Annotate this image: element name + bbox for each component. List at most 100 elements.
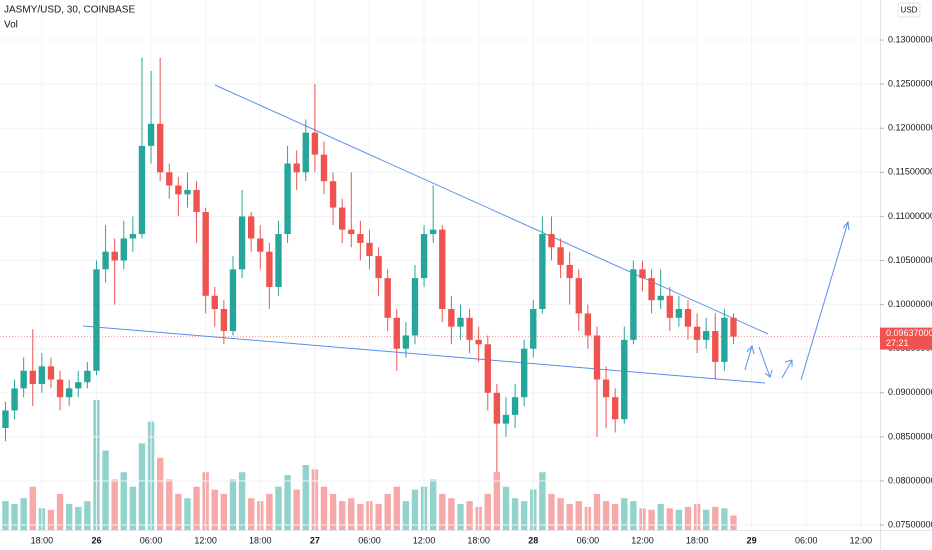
candle-body [420,234,428,279]
candle-body [84,370,91,383]
volume-bar [511,498,519,530]
last-price-label: 0.09637000 [886,328,932,338]
candle-body [47,366,55,380]
x-tick-label: 12:00 [194,535,217,545]
arrow [758,346,771,378]
trendline-lower [82,325,766,384]
x-tick-label: 27 [310,535,320,545]
candle-body [302,132,309,173]
volume-bar [193,486,200,530]
candle-body [593,335,601,380]
volume-bar [293,489,300,530]
candle-body [357,234,364,243]
y-tick-label: 0.08500000 [888,431,932,441]
volume-bar [648,509,655,530]
candle-body [429,229,437,235]
x-tick-label: 26 [91,535,101,545]
candle-body [557,247,564,265]
candle-body [29,370,36,384]
volume-bar [457,504,464,530]
volume-bar [712,506,719,530]
volume-bar [448,498,455,530]
arrow-head [842,220,850,231]
candle-body [666,295,673,318]
volume-bar [730,515,737,530]
volume-bar [375,504,382,530]
volume-bar [439,493,446,530]
x-tick-label: 06:00 [358,535,381,545]
volume-bar [493,472,501,530]
candle-body [675,309,683,318]
candle-body [102,251,109,270]
volume-bar [702,509,710,530]
candle-body [11,388,18,411]
candle-body [530,309,537,349]
x-tick-label: 18:00 [249,535,272,545]
volume-bar [320,486,328,530]
candle-body [411,278,419,336]
trendline-upper [214,84,769,335]
candle-body [366,242,373,257]
volume-bar [566,504,573,530]
candle-body [293,163,300,173]
y-tick-label: 0.11000000 [888,211,932,221]
candle-body [602,379,610,398]
x-tick-label: 12:00 [850,535,873,545]
volume-bar [20,498,27,530]
drawings [82,84,850,384]
candle-body [475,339,482,345]
candle-body [584,313,592,336]
arrow-head [784,359,793,367]
candle-body [539,234,546,310]
currency-box[interactable] [897,2,921,18]
candle-body [311,132,319,155]
candle-body [166,172,173,186]
candle-body [20,370,27,389]
candle-body [520,348,528,398]
candle-body [721,317,728,362]
candle-body [384,278,391,318]
symbol-title: JASMY/USD, 30, COINBASE [4,5,135,16]
volume-bar [520,501,528,530]
x-tick-label: 06:00 [140,535,163,545]
candle-body [348,229,355,235]
candle-body [393,317,400,349]
volume-bar [657,504,664,530]
volume-bar [47,509,55,530]
candle-body [511,397,519,415]
candle-body [575,278,582,314]
y-tick-label: 0.07500000 [888,519,932,529]
volume-bar [138,443,146,530]
candle-body [56,379,64,398]
volume-bar [630,501,637,530]
candle-body [484,344,491,393]
candle-body [320,154,328,182]
volume-bar [111,479,118,530]
volume-bar [156,457,164,530]
volume-bar [502,486,510,530]
volume-bar [56,493,64,530]
y-tick-label: 0.10500000 [888,255,932,265]
candle-body [93,269,100,371]
arrow [800,221,849,381]
candle-body [329,181,337,208]
y-tick-label: 0.10000000 [888,299,932,309]
y-tick-label: 0.09000000 [888,387,932,397]
volume-bar [621,498,628,530]
x-tick-label: 12:00 [631,535,654,545]
candle-body [457,317,464,327]
volume-bar [65,504,73,530]
x-tick-label: 06:00 [795,535,818,545]
volume-bar [548,493,555,530]
volume-bar [284,475,291,530]
candle-body [111,251,118,261]
volume-bar [666,508,673,530]
candle-body [184,189,191,195]
currency: USD [901,6,918,15]
candle-body [493,392,501,424]
volume-bar [393,486,400,530]
volume-label: Vol [4,20,18,31]
candle-body [65,388,73,398]
candle-body [402,335,410,349]
